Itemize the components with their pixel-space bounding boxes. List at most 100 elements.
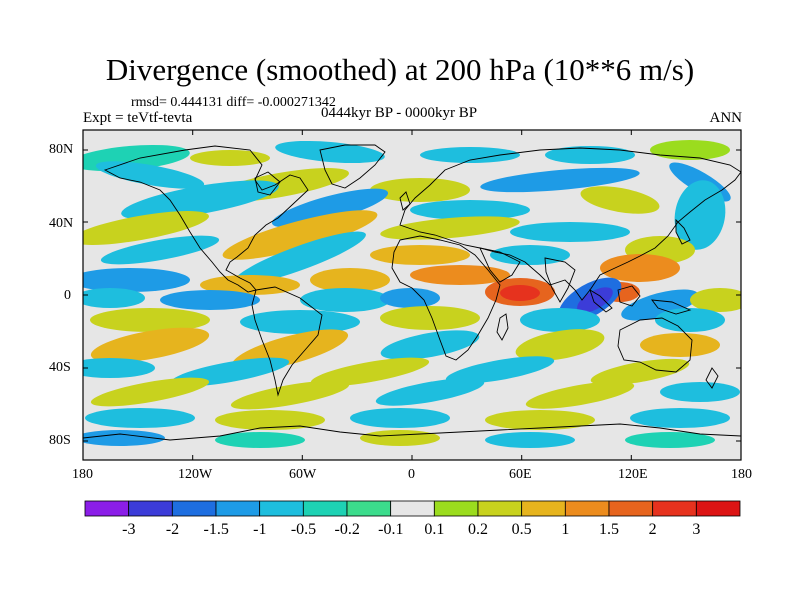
colorbar-box xyxy=(215,500,261,517)
divergence-patch xyxy=(650,140,730,160)
divergence-patch xyxy=(83,288,145,308)
season-label: ANN xyxy=(709,110,743,126)
coast-new-guinea xyxy=(651,299,692,315)
colorbar-label: -0.2 xyxy=(334,521,360,538)
divergence-patch xyxy=(655,308,725,332)
divergence-patch xyxy=(380,306,480,330)
divergence-patch xyxy=(90,377,210,407)
divergence-patch xyxy=(271,188,389,228)
divergence-patch xyxy=(510,222,630,242)
divergence-patch xyxy=(370,178,470,202)
divergence-patch xyxy=(380,330,480,360)
colorbar-box xyxy=(259,500,304,517)
coast-arabia xyxy=(479,247,521,283)
divergence-patch xyxy=(490,245,570,265)
colorbar-label: -1.5 xyxy=(203,521,229,538)
divergence-patch xyxy=(485,410,595,430)
divergence-patch xyxy=(380,216,520,240)
divergence-patch xyxy=(520,308,600,332)
divergence-patch xyxy=(580,186,660,214)
plot-title: Divergence (smoothed) at 200 hPa (10**6 … xyxy=(105,52,695,87)
lon-label-180w: 180 xyxy=(72,467,93,482)
coast-new-zealand xyxy=(705,367,719,389)
divergence-patch xyxy=(630,408,730,428)
coastlines xyxy=(83,144,741,441)
divergence-patch xyxy=(660,382,740,402)
coast-madagascar xyxy=(496,313,509,341)
divergence-patch xyxy=(350,408,450,428)
divergence-patch xyxy=(480,167,640,193)
divergence-patch xyxy=(85,408,195,428)
divergence-patch xyxy=(222,210,378,260)
lon-label-120e: 120E xyxy=(618,467,648,482)
divergence-patch xyxy=(310,268,390,292)
divergence-patch xyxy=(370,245,470,265)
divergence-patch xyxy=(500,285,540,301)
lon-label-180e: 180 xyxy=(731,467,752,482)
divergence-patch xyxy=(83,430,165,446)
coast-australia xyxy=(617,317,693,373)
divergence-patch xyxy=(590,358,690,386)
colorbar-label: -3 xyxy=(122,521,136,538)
colorbar-label: -0.1 xyxy=(378,521,404,538)
divergence-patch xyxy=(625,432,715,448)
divergence-patch xyxy=(690,288,741,312)
divergence-patch xyxy=(160,290,260,310)
coast-greenland xyxy=(319,144,386,189)
colorbar xyxy=(84,500,741,517)
colorbar-label: 1 xyxy=(561,521,570,538)
coast-south-america xyxy=(251,286,323,397)
colorbar-box xyxy=(346,500,392,517)
divergence-patch xyxy=(90,327,210,363)
experiment-label: Expt = teVtf-tevta xyxy=(83,110,193,126)
divergence-patch xyxy=(234,231,366,285)
divergence-patch xyxy=(83,268,190,292)
coast-antarctica xyxy=(83,423,741,441)
divergence-patch xyxy=(380,288,440,308)
lon-label-120w: 120W xyxy=(178,467,213,482)
rmsd-diff-stats: rmsd= 0.444131 diff= -0.000271342 xyxy=(131,95,336,110)
divergence-patch xyxy=(230,380,350,410)
lon-label-0: 0 xyxy=(408,467,415,482)
colorbar-box xyxy=(390,500,435,517)
lon-label-60e: 60E xyxy=(509,467,532,482)
divergence-patch xyxy=(83,211,209,245)
divergence-patch xyxy=(674,180,726,250)
divergence-patch xyxy=(420,147,520,163)
coast-borneo xyxy=(617,285,641,307)
lat-label-80s: 80S xyxy=(49,433,71,448)
divergence-field xyxy=(83,130,741,460)
colorbar-box xyxy=(521,500,566,517)
colorbar-label: 0.5 xyxy=(511,521,532,538)
divergence-patch xyxy=(525,381,635,409)
colorbar-box xyxy=(695,500,741,517)
colorbar-box xyxy=(608,500,654,517)
colorbar-box xyxy=(84,500,130,517)
lon-label-60w: 60W xyxy=(289,467,317,482)
coast-sumatra xyxy=(589,288,613,313)
colorbar-label: 0.1 xyxy=(424,521,445,538)
colorbar-box xyxy=(128,500,173,517)
divergence-patch xyxy=(215,410,325,430)
colorbar-label: 0.2 xyxy=(468,521,488,538)
coast-africa xyxy=(391,235,501,361)
colorbar-label: -0.5 xyxy=(290,521,317,538)
lat-label-80n: 80N xyxy=(49,142,74,157)
colorbar-label: 3 xyxy=(692,521,701,538)
divergence-patch xyxy=(515,329,605,361)
colorbar-box xyxy=(652,500,697,517)
divergence-patch xyxy=(190,150,270,166)
period-label: 0444kyr BP - 0000kyr BP xyxy=(321,105,478,121)
divergence-patch xyxy=(545,146,635,164)
divergence-patch xyxy=(90,308,210,332)
colorbar-box xyxy=(302,500,348,517)
colorbar-box xyxy=(433,500,479,517)
coast-japan xyxy=(675,218,691,245)
axis-ticks xyxy=(82,130,742,460)
divergence-patch xyxy=(300,288,390,312)
colorbar-label: 2 xyxy=(648,521,657,538)
divergence-patch xyxy=(83,358,155,378)
divergence-patch xyxy=(360,430,440,446)
lat-label-40n: 40N xyxy=(49,216,74,231)
